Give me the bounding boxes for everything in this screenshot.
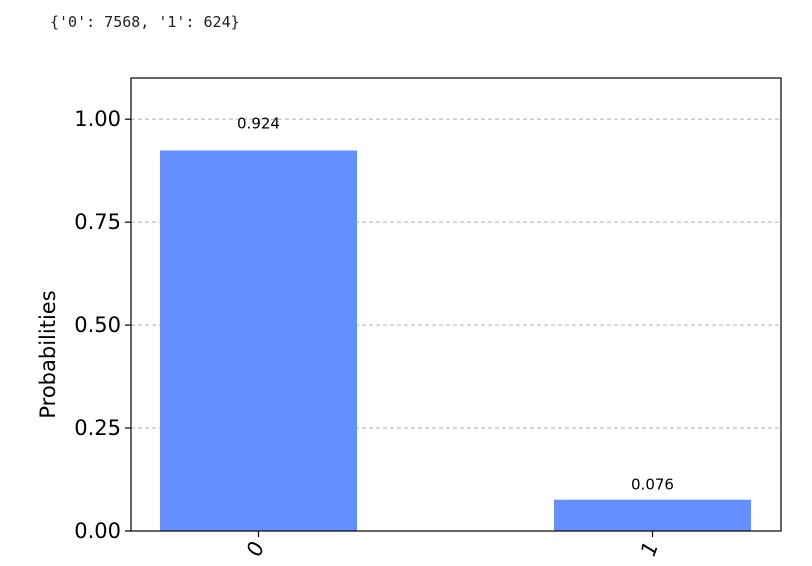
x-tick-label: 0 [242, 539, 269, 560]
y-axis-title: Probabilities [36, 290, 60, 418]
bar-value-label: 0.076 [631, 476, 674, 494]
y-tick-label: 1.00 [74, 107, 121, 131]
x-tick-label: 1 [636, 539, 663, 560]
bar-0 [160, 150, 357, 532]
data-labels: 0.924 0.076 [237, 114, 674, 493]
y-tick-label: 0.00 [74, 519, 121, 543]
bar-1 [554, 499, 751, 531]
y-tick-label: 0.50 [74, 313, 121, 337]
plot-frame [130, 77, 782, 532]
counts-output: {'0': 7568, '1': 624} [50, 13, 240, 31]
y-tick-label: 0.25 [74, 416, 121, 440]
y-tick-label: 0.75 [74, 210, 121, 234]
bars [160, 150, 751, 532]
bar-value-label: 0.924 [237, 114, 280, 132]
y-axis-ticks: 0.00 0.25 0.50 0.75 1.00 [74, 107, 131, 543]
